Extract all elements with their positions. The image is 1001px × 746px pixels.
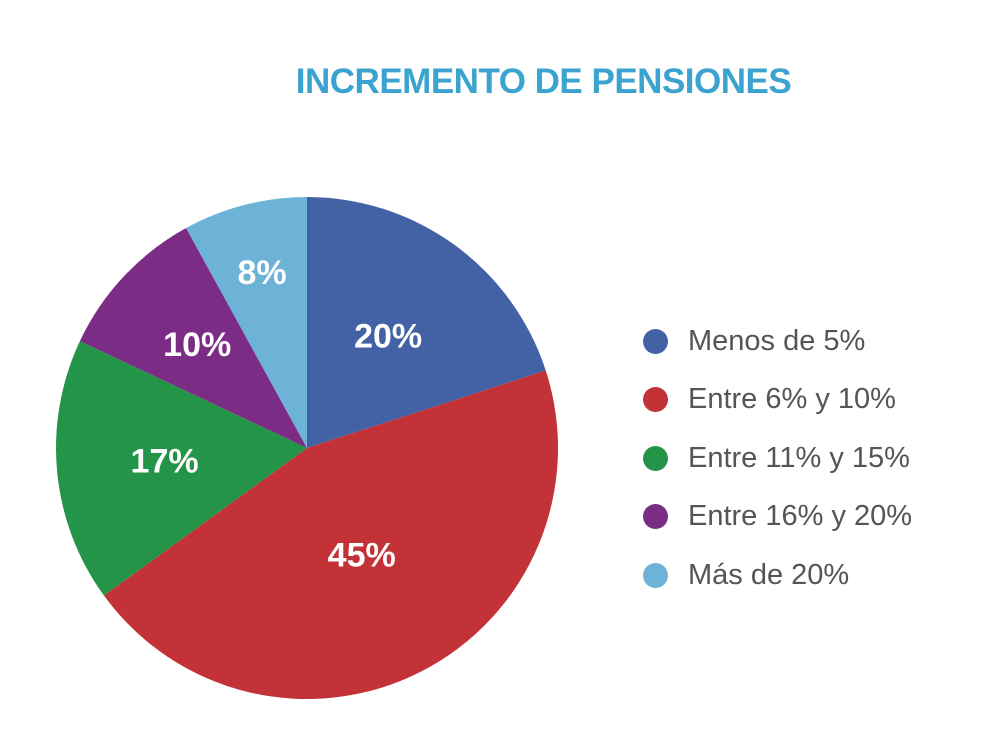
slice-label-2: 45% <box>328 536 396 574</box>
legend-item: Más de 20% <box>643 546 912 605</box>
legend-swatch-icon <box>643 328 668 354</box>
slice-label-1: 20% <box>354 317 422 355</box>
legend-label: Entre 11% y 15% <box>688 441 910 474</box>
chart-title: INCREMENTO DE PENSIONES <box>295 62 792 101</box>
legend-label: Más de 20% <box>688 558 850 591</box>
legend-item: Menos de 5% <box>643 312 912 371</box>
slice-label-3: 17% <box>131 442 199 480</box>
legend-swatch-icon <box>643 387 668 413</box>
legend-swatch-icon <box>643 445 668 471</box>
pie-slice-2 <box>103 370 558 700</box>
legend-item: Entre 6% y 10% <box>643 371 912 430</box>
legend: Menos de 5% Entre 6% y 10% Entre 11% y 15%… <box>643 312 912 605</box>
legend-swatch-icon <box>643 562 668 588</box>
pie-slice-4 <box>79 228 307 448</box>
pie-slice-5 <box>186 197 307 448</box>
slice-label-4: 10% <box>163 326 231 364</box>
slice-label-5: 8% <box>237 254 286 292</box>
pie-slice-1 <box>307 197 546 448</box>
legend-item: Entre 16% y 20% <box>643 488 912 547</box>
legend-label: Menos de 5% <box>688 324 866 357</box>
legend-label: Entre 6% y 10% <box>688 383 896 416</box>
legend-swatch-icon <box>643 504 668 530</box>
pie-slice-3 <box>56 341 307 596</box>
legend-item: Entre 11% y 15% <box>643 429 912 488</box>
legend-label: Entre 16% y 20% <box>688 500 913 533</box>
